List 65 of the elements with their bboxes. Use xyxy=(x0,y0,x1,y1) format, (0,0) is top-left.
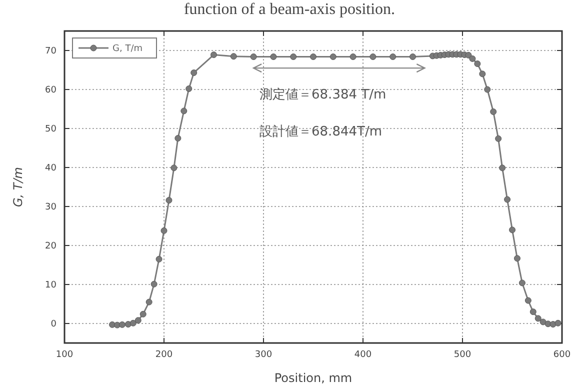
y-axis-title: G, T/m xyxy=(11,167,25,207)
point xyxy=(150,280,158,288)
point xyxy=(524,297,532,304)
point xyxy=(250,53,257,60)
point xyxy=(160,227,168,234)
point xyxy=(310,53,316,60)
point xyxy=(134,317,142,324)
point xyxy=(124,321,132,328)
point xyxy=(166,197,172,204)
y-tick-label: 20 xyxy=(45,242,57,252)
y-tick-label: 0 xyxy=(50,320,57,330)
x-tick-label: 500 xyxy=(454,350,472,360)
point xyxy=(509,226,516,234)
point xyxy=(186,85,192,92)
point xyxy=(350,53,356,60)
y-tick-label: 30 xyxy=(45,202,57,212)
point xyxy=(130,320,136,326)
x-tick-label: 600 xyxy=(553,350,571,360)
point xyxy=(390,53,396,60)
point xyxy=(270,53,277,60)
y-tick-label: 50 xyxy=(45,124,57,134)
point xyxy=(146,298,152,306)
point xyxy=(550,321,556,328)
point xyxy=(370,53,376,60)
point xyxy=(495,135,502,142)
point xyxy=(410,53,416,60)
point xyxy=(174,135,182,142)
point xyxy=(530,308,536,316)
x-tick-label: 200 xyxy=(155,350,173,360)
point xyxy=(180,108,188,114)
point xyxy=(210,52,217,58)
annotation: 測定値＝68.384 T/m xyxy=(260,87,386,102)
y-tick-label: 70 xyxy=(45,46,57,56)
chart-title: function of a beam-axis position. xyxy=(184,1,396,18)
point xyxy=(479,70,486,78)
point xyxy=(330,53,336,60)
point xyxy=(170,164,178,172)
point xyxy=(290,53,297,60)
point xyxy=(230,53,237,60)
annotation: 設計値＝68.844T/m xyxy=(260,124,382,140)
x-tick-label: 400 xyxy=(354,350,372,360)
x-axis-title: Position, mm xyxy=(274,371,352,385)
y-tick-label: 60 xyxy=(45,86,57,96)
point xyxy=(118,321,126,328)
point xyxy=(469,55,476,62)
point xyxy=(534,315,542,322)
point xyxy=(514,255,520,262)
point xyxy=(190,69,198,76)
point xyxy=(518,280,526,286)
point xyxy=(465,52,472,58)
point xyxy=(140,310,146,318)
legend: G, T/m xyxy=(72,38,157,58)
x-tick-label: 100 xyxy=(56,350,74,360)
point xyxy=(156,256,162,262)
point xyxy=(540,318,546,326)
point xyxy=(484,86,491,93)
point xyxy=(554,320,562,326)
point xyxy=(474,60,481,68)
point xyxy=(504,196,511,203)
legend-label: G, T/m xyxy=(112,44,142,54)
y-tick-label: 10 xyxy=(45,280,57,290)
point xyxy=(499,164,506,172)
y-tick-label: 40 xyxy=(45,164,57,174)
x-tick-label: 300 xyxy=(254,350,272,360)
point xyxy=(490,108,497,115)
